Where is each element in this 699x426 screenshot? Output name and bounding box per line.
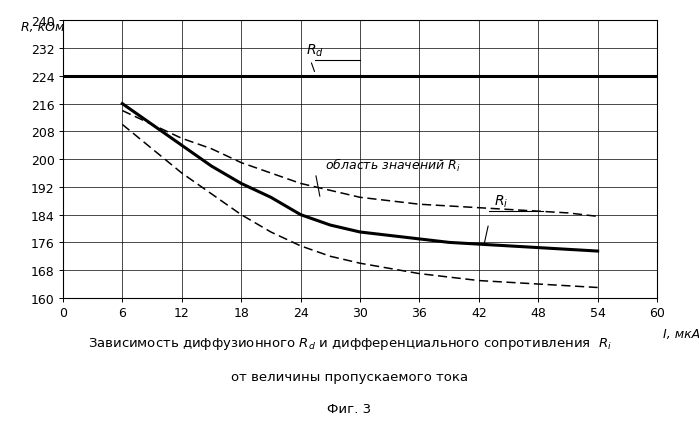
Text: Фиг. 3: Фиг. 3 [327, 403, 372, 415]
Text: $R_d$: $R_d$ [305, 43, 324, 59]
Text: область значений $R_i$: область значений $R_i$ [325, 156, 461, 173]
Text: $R_i$: $R_i$ [493, 193, 508, 210]
Text: I, мкА: I, мкА [663, 328, 699, 341]
Text: Зависимость диффузионного $R_d$ и дифференциального сопротивления  $R_i$: Зависимость диффузионного $R_d$ и диффер… [87, 335, 612, 351]
Text: от величины пропускаемого тока: от величины пропускаемого тока [231, 371, 468, 383]
Text: R, кОм: R, кОм [21, 21, 65, 34]
